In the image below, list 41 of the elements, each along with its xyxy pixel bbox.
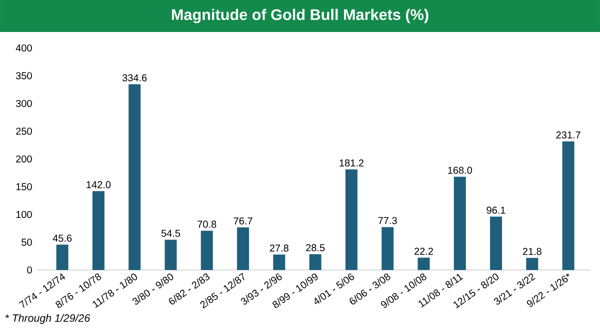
data-label: 22.2: [414, 248, 433, 255]
data-label: 27.8: [270, 244, 288, 252]
bar: [128, 84, 141, 270]
y-tick-label: 400: [16, 44, 32, 52]
data-label: 54.5: [161, 230, 180, 237]
data-label: 76.7: [234, 217, 252, 224]
bar: [526, 258, 538, 270]
y-tick-label: 0: [27, 266, 32, 274]
bar: [490, 216, 502, 270]
text: * Through 1/29/26: [5, 314, 90, 324]
y-tick-label: 300: [16, 100, 32, 108]
data-label: 96.1: [486, 206, 506, 214]
y-tick-label: 200: [16, 155, 32, 163]
data-label: 181.2: [340, 159, 364, 166]
bar: [164, 240, 177, 270]
data-label: 21.8: [522, 248, 542, 255]
y-tick-label: 350: [16, 72, 32, 80]
y-tick-label: 50: [22, 238, 32, 246]
bar: [309, 254, 322, 270]
y-tick-label: 250: [16, 128, 32, 135]
bar: [345, 169, 358, 270]
bar: [92, 191, 104, 270]
data-label: 142.0: [86, 181, 111, 188]
bar: [382, 227, 394, 270]
bar: [273, 254, 286, 270]
data-label: 28.5: [306, 244, 325, 252]
data-label: 45.6: [52, 234, 72, 242]
data-label: 334.6: [122, 74, 147, 82]
bar: [454, 176, 466, 270]
bar: [418, 258, 430, 270]
y-tick-label: 150: [16, 183, 32, 190]
data-label: 231.7: [556, 131, 580, 138]
bar: [200, 230, 213, 270]
bar: [237, 227, 250, 270]
y-tick-label: 100: [16, 210, 32, 218]
chart-title: Magnitude of Gold Bull Markets (%): [172, 8, 428, 24]
data-label: 168.0: [448, 166, 472, 174]
data-label: 77.3: [378, 217, 397, 224]
bar: [562, 141, 574, 270]
data-label: 70.8: [198, 220, 216, 228]
bar: [56, 244, 68, 270]
